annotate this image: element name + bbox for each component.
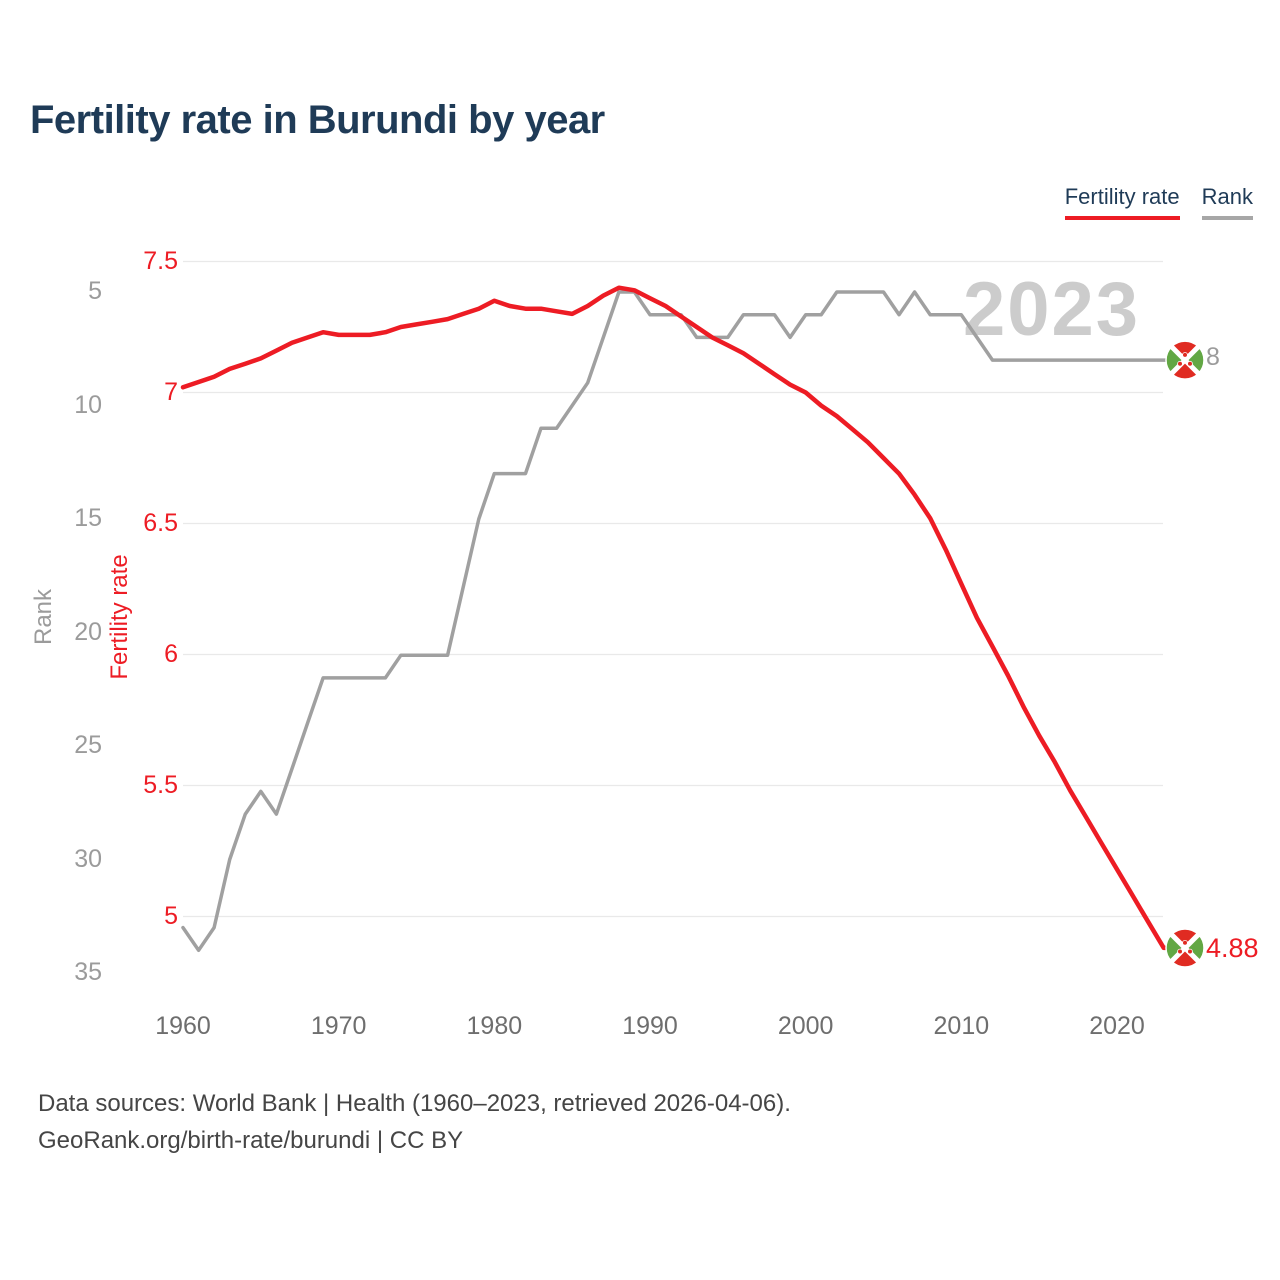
x-tick-label: 1970 [310, 1012, 367, 1040]
x-tick-label: 2000 [777, 1012, 834, 1040]
rank-tick-label: 30 [74, 844, 102, 873]
legend-item-fertility-rate[interactable]: Fertility rate [1064, 184, 1180, 220]
legend-item-rank[interactable]: Rank [1201, 184, 1253, 220]
fertility-tick-label: 5.5 [143, 770, 178, 799]
legend: Fertility rate Rank [1064, 184, 1253, 220]
rank-tick-label: 20 [74, 617, 102, 646]
fertility-line[interactable] [180, 285, 1183, 951]
footer-attribution[interactable]: GeoRank.org/birth-rate/burundi | CC BY [38, 1127, 464, 1154]
rank-tick-label: 15 [74, 504, 102, 532]
fertility-tick-label: 6.5 [143, 508, 178, 537]
rank-tick-label: 25 [74, 731, 102, 759]
rank-tick-label: 5 [88, 277, 102, 305]
rank-end-value-label: 8 [1206, 343, 1220, 371]
page-title: Fertility rate in Burundi by year [30, 98, 605, 142]
fertility-tick-label: 6 [164, 639, 178, 668]
year-watermark: 2023 [963, 267, 1141, 352]
fertility-end-value-label: 4.88 [1206, 933, 1259, 963]
rank-line[interactable] [181, 290, 1182, 953]
footer-data-sources: Data sources: World Bank | Health (1960–… [38, 1090, 791, 1117]
fertility-tick-label: 5 [164, 901, 178, 930]
rank-tick-label: 10 [74, 390, 102, 419]
fertility-tick-label: 7 [164, 377, 178, 406]
x-tick-label: 1980 [466, 1012, 523, 1040]
x-tick-label: 2010 [933, 1012, 990, 1040]
x-tick-label: 1990 [622, 1012, 678, 1040]
fertility-tick-label: 7.5 [143, 246, 178, 275]
x-tick-label: 2020 [1089, 1012, 1145, 1040]
x-tick-label: 1960 [155, 1012, 211, 1040]
rank-tick-label: 35 [74, 958, 102, 986]
